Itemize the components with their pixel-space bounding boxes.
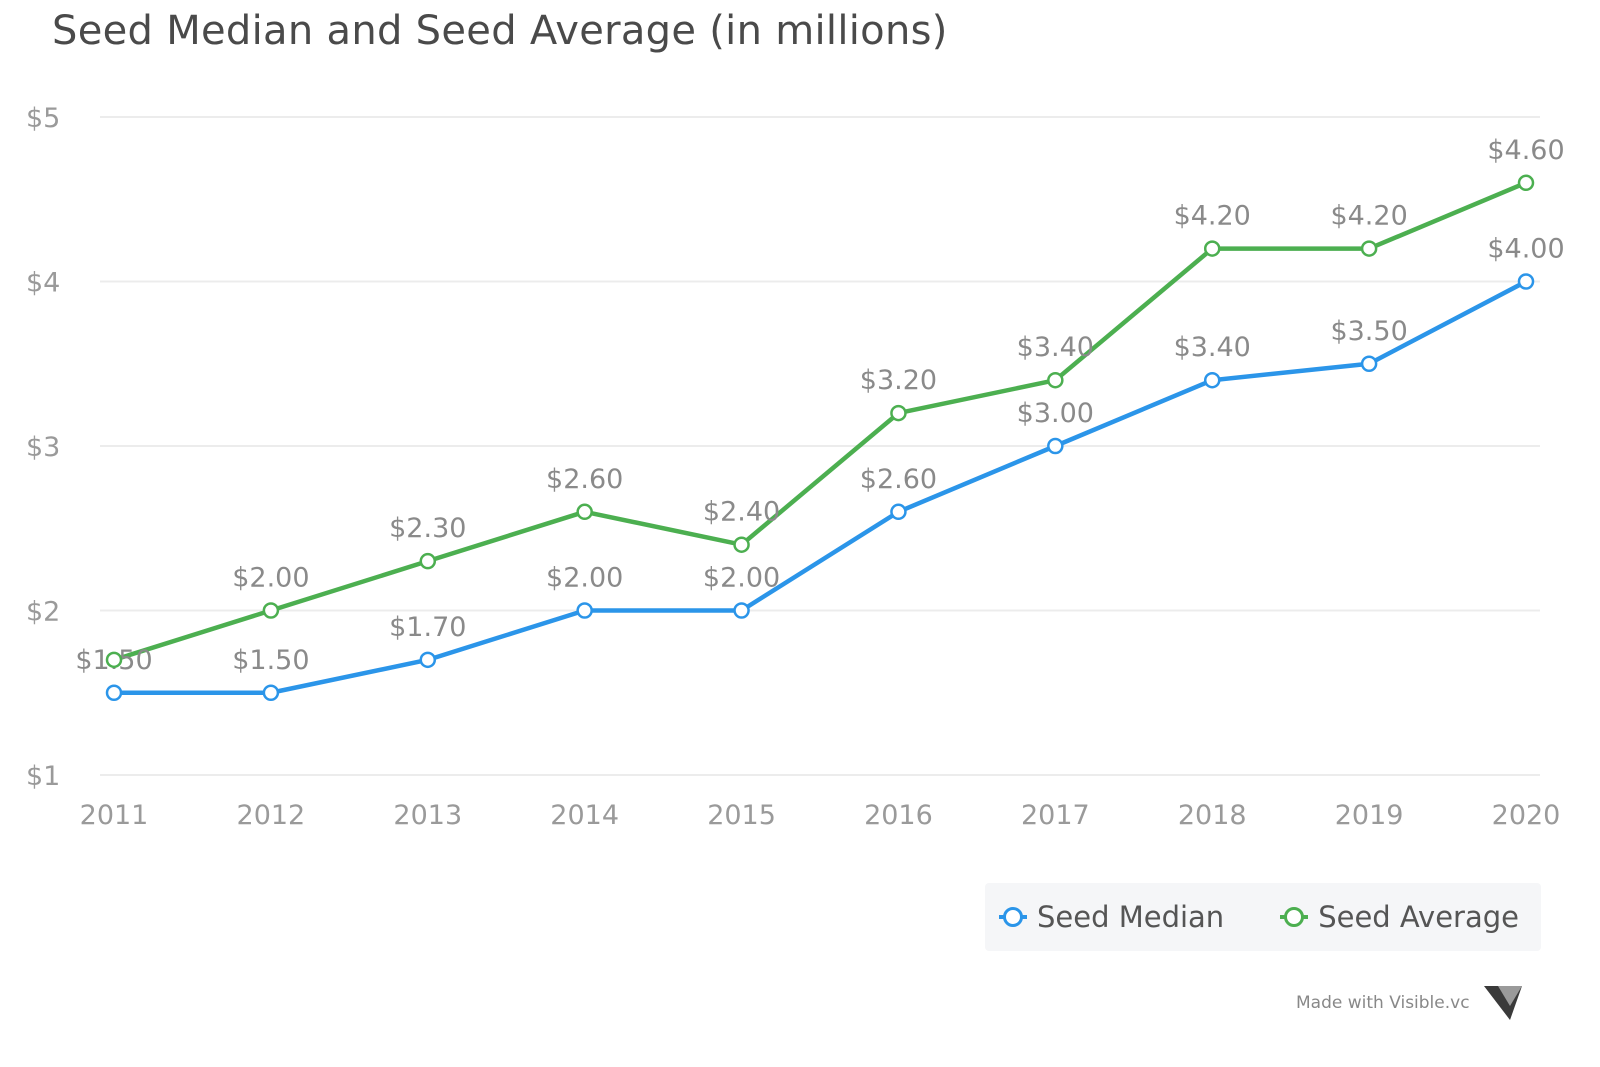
x-tick-label: 2011 [80,800,149,831]
data-point-seed-median[interactable] [105,684,123,701]
y-axis-ticks: $1 $2 $3 $4 $5 [26,103,60,792]
x-tick-label: 2020 [1492,800,1561,831]
data-point-seed-average[interactable] [419,552,437,570]
data-label-seed-average: $4.20 [1330,201,1407,232]
x-tick-label: 2015 [707,800,776,831]
data-point-seed-median[interactable] [419,651,437,669]
legend-marker-seed-median [998,907,1027,927]
data-point-seed-median[interactable] [1203,371,1221,389]
data-label-seed-average: $3.20 [860,365,937,396]
data-point-seed-average[interactable] [1517,174,1535,192]
data-label-seed-average: $4.20 [1174,201,1251,232]
data-point-seed-median[interactable] [1517,273,1535,290]
data-point-seed-average[interactable] [733,536,750,553]
y-tick-label: $4 [26,268,60,299]
data-label-seed-median: $3.00 [1017,398,1094,429]
x-tick-label: 2018 [1178,800,1247,831]
legend: Seed Median Seed Average [985,883,1541,951]
watermark-text: Made with Visible.vc [1296,993,1470,1013]
data-point-seed-average[interactable] [105,651,123,669]
data-point-seed-median[interactable] [1360,355,1378,372]
x-axis-ticks: 2011 2012 2013 2014 2015 2016 2017 2018 2019 2020 [80,800,1561,831]
legend-dot-seed-average [1284,907,1305,927]
data-label-seed-median: $4.00 [1487,234,1564,265]
grid-lines [100,116,1540,776]
data-point-seed-average[interactable] [1360,240,1378,257]
data-label-seed-median: $2.60 [860,464,937,495]
data-point-seed-median[interactable] [576,602,593,619]
y-tick-label: $5 [26,103,60,134]
data-point-seed-average[interactable] [576,503,593,521]
data-labels: $2.00 $2.30 $2.60 $2.40 $3.20 $3.40 $4.20 $4.20… [75,135,1564,676]
data-label-seed-average: $2.40 [703,497,780,528]
x-tick-label: 2017 [1021,800,1090,831]
x-tick-label: 2014 [550,800,619,831]
y-tick-label: $3 [26,432,60,463]
y-tick-label: $2 [26,597,60,628]
data-point-seed-average[interactable] [1047,371,1064,389]
data-label-seed-average: $2.60 [546,464,623,495]
legend-dot-seed-median [1002,907,1023,927]
data-point-seed-average[interactable] [1203,240,1221,257]
x-tick-label: 2016 [864,800,933,831]
data-point-seed-median[interactable] [1047,437,1064,455]
data-label-seed-average: $3.40 [1017,332,1094,363]
data-label-seed-median: $1.70 [389,612,466,643]
data-label-seed-median: $2.00 [703,563,780,594]
y-tick-label: $1 [26,761,60,792]
data-point-seed-median[interactable] [262,684,280,701]
legend-label-seed-median: Seed Median [1036,900,1225,934]
series-line-seed-average [111,180,1529,663]
series-line-seed-median [111,279,1529,695]
data-label-seed-average: $2.00 [232,563,309,594]
data-label-seed-average: $4.60 [1487,135,1564,166]
data-point-seed-median[interactable] [733,602,750,619]
data-label-seed-median: $2.00 [546,563,623,594]
legend-item-seed-median[interactable]: Seed Median [998,900,1225,934]
data-label-seed-median: $3.40 [1174,332,1251,363]
legend-item-seed-average[interactable]: Seed Average [1280,900,1519,934]
data-point-seed-average[interactable] [890,404,907,422]
data-point-seed-median[interactable] [890,503,907,521]
x-tick-label: 2012 [237,800,306,831]
data-points [105,174,1535,701]
data-label-seed-average: $2.30 [389,513,466,544]
series-lines [111,180,1529,695]
data-label-seed-median: $3.50 [1330,316,1407,347]
data-label-seed-median: $1.50 [232,645,309,676]
x-tick-label: 2019 [1335,800,1404,831]
x-tick-label: 2013 [393,800,462,831]
data-point-seed-average[interactable] [262,602,280,619]
legend-label-seed-average: Seed Average [1318,900,1519,934]
watermark[interactable]: Made with Visible.vc [1296,986,1522,1020]
chart-title: Seed Median and Seed Average (in million… [52,8,948,54]
visible-logo-icon [1483,986,1522,1020]
legend-marker-seed-average [1280,907,1309,927]
